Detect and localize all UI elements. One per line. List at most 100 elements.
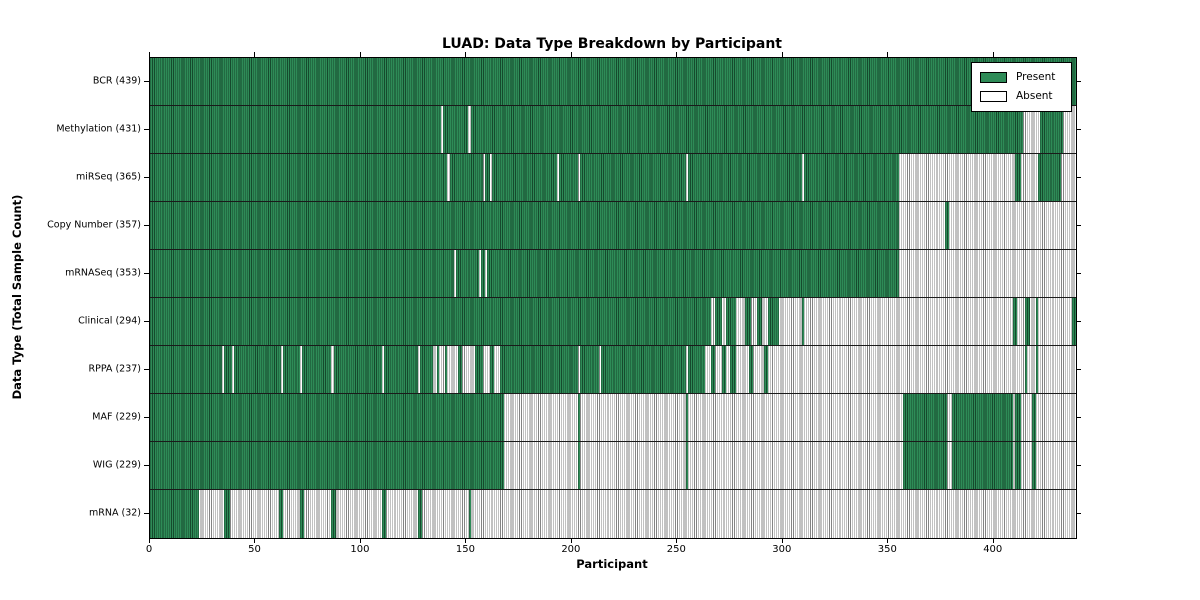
present-run bbox=[489, 346, 494, 393]
present-run bbox=[903, 442, 948, 489]
present-swatch-icon bbox=[980, 72, 1007, 83]
present-run bbox=[715, 298, 722, 345]
legend: Present Absent bbox=[971, 62, 1072, 112]
legend-entry-absent: Absent bbox=[980, 87, 1065, 106]
x-tick-label: 50 bbox=[248, 544, 261, 555]
present-run bbox=[580, 346, 600, 393]
y-tick bbox=[144, 513, 149, 514]
present-run bbox=[485, 154, 490, 201]
present-run bbox=[150, 154, 448, 201]
present-run bbox=[763, 346, 769, 393]
x-tick bbox=[570, 52, 572, 57]
present-run bbox=[580, 154, 686, 201]
x-tick bbox=[676, 538, 678, 543]
x-tick-label: 200 bbox=[561, 544, 581, 555]
x-tick bbox=[887, 52, 889, 57]
row-label-copy-number: Copy Number (357) bbox=[47, 219, 141, 231]
row-label-wig: WIG (229) bbox=[92, 459, 141, 471]
present-run bbox=[685, 394, 688, 441]
y-tick bbox=[144, 369, 149, 370]
row-label-rppa: RPPA (237) bbox=[88, 363, 141, 375]
y-tick bbox=[1076, 465, 1081, 466]
y-tick bbox=[1076, 369, 1081, 370]
row-label-mirseq: miRSeq (365) bbox=[76, 171, 141, 183]
x-tick bbox=[781, 52, 783, 57]
present-run bbox=[1025, 346, 1028, 393]
present-run bbox=[384, 346, 418, 393]
present-run bbox=[481, 250, 486, 297]
present-run bbox=[1035, 346, 1039, 393]
present-run bbox=[757, 298, 762, 345]
present-run bbox=[278, 490, 283, 538]
row-band-maf bbox=[150, 394, 1076, 442]
y-tick bbox=[144, 177, 149, 178]
row-band-mrna bbox=[150, 490, 1076, 538]
present-run bbox=[282, 346, 300, 393]
y-tick bbox=[1076, 513, 1081, 514]
row-label-mrnaseq: mRNASeq (353) bbox=[65, 267, 141, 279]
row-band-mrnaseq bbox=[150, 250, 1076, 298]
present-run bbox=[1038, 154, 1062, 201]
present-run bbox=[150, 58, 1076, 105]
x-tick bbox=[781, 538, 783, 543]
present-run bbox=[500, 346, 579, 393]
y-tick bbox=[1076, 321, 1081, 322]
row-label-maf: MAF (229) bbox=[92, 411, 141, 423]
y-tick bbox=[1076, 417, 1081, 418]
row-label-bcr: BCR (439) bbox=[92, 75, 141, 87]
present-run bbox=[1071, 298, 1076, 345]
present-run bbox=[711, 346, 716, 393]
present-run bbox=[1031, 394, 1036, 441]
present-run bbox=[150, 442, 505, 489]
present-run bbox=[468, 490, 471, 538]
row-band-copy-number bbox=[150, 202, 1076, 250]
chart-title: LUAD: Data Type Breakdown by Participant bbox=[442, 36, 782, 52]
present-run bbox=[223, 346, 233, 393]
absent-swatch-icon bbox=[980, 91, 1007, 102]
present-run bbox=[1014, 394, 1022, 441]
y-tick bbox=[1076, 177, 1081, 178]
present-run bbox=[436, 346, 439, 393]
y-tick bbox=[144, 225, 149, 226]
x-tick bbox=[149, 538, 150, 543]
present-run bbox=[150, 202, 899, 249]
present-run bbox=[801, 298, 804, 345]
present-run bbox=[301, 346, 332, 393]
present-run bbox=[419, 346, 433, 393]
present-run bbox=[749, 346, 754, 393]
legend-label-present: Present bbox=[1016, 71, 1056, 84]
present-run bbox=[725, 298, 737, 345]
present-run bbox=[150, 394, 505, 441]
present-run bbox=[417, 490, 423, 538]
present-run bbox=[768, 298, 779, 345]
present-run bbox=[223, 490, 231, 538]
row-label-clinical: Clinical (294) bbox=[78, 315, 141, 327]
legend-entry-present: Present bbox=[980, 68, 1065, 87]
y-tick bbox=[1076, 129, 1081, 130]
present-run bbox=[687, 346, 705, 393]
y-tick bbox=[144, 273, 149, 274]
present-run bbox=[903, 394, 948, 441]
present-run bbox=[455, 250, 480, 297]
row-label-mrna: mRNA (32) bbox=[89, 507, 141, 519]
row-band-methylation bbox=[150, 106, 1076, 154]
present-run bbox=[1031, 442, 1036, 489]
present-run bbox=[951, 442, 1013, 489]
x-tick bbox=[359, 52, 361, 57]
present-run bbox=[685, 442, 688, 489]
present-run bbox=[578, 442, 581, 489]
y-tick bbox=[144, 321, 149, 322]
present-run bbox=[578, 394, 581, 441]
row-band-wig bbox=[150, 442, 1076, 490]
present-run bbox=[1025, 298, 1030, 345]
x-tick bbox=[570, 538, 572, 543]
present-run bbox=[474, 346, 484, 393]
x-tick bbox=[254, 538, 256, 543]
present-run bbox=[150, 490, 199, 538]
x-axis-label: Participant bbox=[576, 557, 648, 571]
present-run bbox=[382, 490, 387, 538]
row-band-bcr bbox=[150, 58, 1076, 106]
present-run bbox=[1040, 106, 1064, 153]
x-tick-label: 300 bbox=[772, 544, 792, 555]
present-run bbox=[150, 106, 442, 153]
